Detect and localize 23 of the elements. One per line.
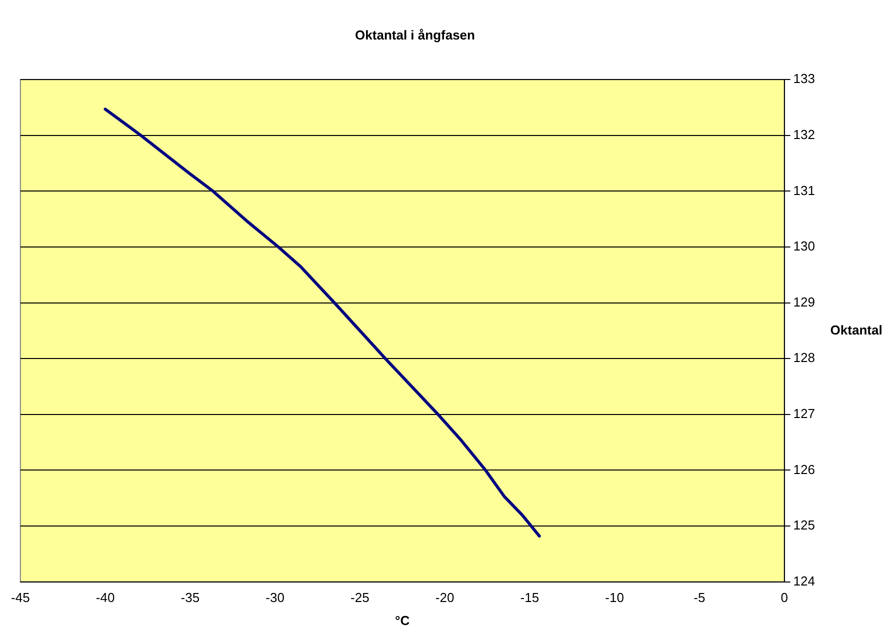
y-tick-label: 133: [793, 71, 816, 86]
y-tick-label: 127: [793, 406, 816, 421]
y-tick-label: 125: [793, 518, 816, 533]
x-tick-label: -45: [10, 590, 30, 606]
x-tick-label: -20: [435, 590, 454, 606]
y-tick-label: 128: [793, 350, 816, 366]
x-tick-label: 0: [780, 590, 788, 606]
x-tick-label: -30: [266, 590, 284, 606]
x-tick-label: -15: [520, 590, 540, 606]
y-axis-title: Oktantal: [830, 322, 882, 338]
chart-title: Oktantal i ångfasen: [355, 27, 476, 42]
x-tick-label: -40: [96, 590, 115, 606]
y-tick-label: 126: [793, 462, 816, 477]
y-tick-label: 124: [793, 573, 816, 588]
x-tick-label: -35: [180, 590, 200, 606]
x-axis-title: °C: [395, 612, 410, 628]
y-tick-label: 129: [793, 294, 816, 310]
x-tick-label: -10: [605, 590, 624, 606]
x-tick-label: -25: [350, 590, 370, 606]
x-tick-label: -5: [694, 590, 706, 606]
y-tick-label: 130: [793, 238, 816, 254]
y-tick-label: 132: [793, 126, 816, 142]
y-tick-label: 131: [793, 182, 816, 198]
